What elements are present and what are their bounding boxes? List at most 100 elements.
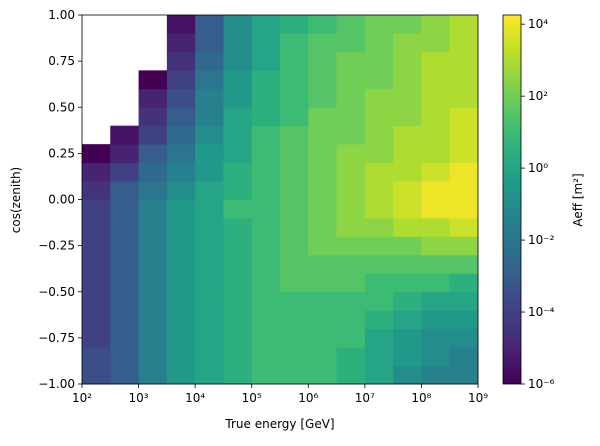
heatmap-cell — [138, 107, 168, 127]
heatmap-cell — [166, 33, 196, 53]
heatmap-cell — [449, 365, 479, 385]
heatmap-cell — [364, 51, 394, 71]
heatmap-cell — [280, 347, 309, 366]
heatmap-cell — [421, 181, 451, 200]
heatmap-cell — [308, 365, 337, 385]
heatmap-cell — [449, 162, 479, 182]
heatmap-cell — [251, 273, 281, 293]
heatmap-cell — [138, 365, 168, 385]
heatmap-cell — [251, 107, 281, 127]
colorbar-tick-label: 10⁰ — [528, 161, 548, 175]
colorbar-tick-label: 10² — [528, 89, 548, 103]
heatmap-cell — [280, 365, 309, 385]
heatmap-cell — [280, 125, 309, 145]
heatmap-cell — [195, 236, 224, 256]
heatmap-cell — [449, 51, 479, 71]
heatmap-cell — [364, 310, 394, 330]
heatmap-cell — [138, 291, 168, 311]
heatmap-cell — [280, 51, 309, 71]
heatmap-cell — [195, 199, 224, 219]
heatmap-cell — [166, 291, 196, 311]
heatmap-cell — [195, 291, 224, 311]
heatmap-cell — [166, 328, 196, 348]
heatmap-cell — [280, 273, 309, 293]
heatmap-cell — [336, 33, 366, 53]
y-tick-label: 1.00 — [48, 8, 75, 22]
heatmap-cell — [166, 273, 196, 293]
heatmap-cell — [393, 107, 422, 127]
heatmap-cell — [82, 236, 111, 256]
heatmap-cell — [393, 125, 422, 145]
heatmap-cell — [195, 162, 224, 182]
heatmap-cell — [364, 365, 394, 385]
heatmap-cell — [280, 254, 309, 274]
heatmap-cell — [110, 273, 139, 293]
heatmap-cell — [251, 291, 281, 311]
heatmap-cell — [449, 70, 479, 90]
heatmap-cell — [195, 254, 224, 274]
heatmap-cell — [364, 33, 394, 53]
heatmap-cell — [82, 162, 111, 182]
heatmap-cell — [166, 15, 196, 34]
heatmap-cell — [138, 70, 168, 90]
heatmap-cell — [195, 144, 224, 163]
heatmap-cell — [138, 144, 168, 163]
heatmap-cell — [110, 236, 139, 256]
y-tick-label: −0.75 — [38, 331, 75, 345]
heatmap-cell — [82, 365, 111, 385]
heatmap-cell — [364, 236, 394, 256]
heatmap-cell — [393, 199, 422, 219]
heatmap-cell — [280, 70, 309, 90]
heatmap-cell — [280, 328, 309, 348]
heatmap-cell — [223, 199, 253, 219]
heatmap-cell — [110, 365, 139, 385]
y-tick-label: −0.50 — [38, 285, 75, 299]
heatmap-cell — [308, 144, 337, 163]
y-tick-label: 0.25 — [48, 146, 75, 160]
heatmap-cell — [82, 199, 111, 219]
heatmap-cell — [421, 125, 451, 145]
heatmap-cell — [308, 70, 337, 90]
heatmap-cell — [223, 107, 253, 127]
heatmap-cell — [421, 15, 451, 34]
colorbar-tick-label: 10⁻⁴ — [528, 305, 555, 319]
heatmap-cell — [449, 217, 479, 237]
heatmap-cell — [393, 33, 422, 53]
heatmap-cell — [449, 144, 479, 163]
heatmap-cell — [195, 310, 224, 330]
y-tick-label: 0.50 — [48, 100, 75, 114]
heatmap-cell — [308, 291, 337, 311]
heatmap-cell — [223, 217, 253, 237]
heatmap-cell — [223, 328, 253, 348]
heatmap-cell — [336, 144, 366, 163]
heatmap-cell — [138, 310, 168, 330]
heatmap-cell — [166, 254, 196, 274]
heatmap-cell — [223, 310, 253, 330]
heatmap-cell — [421, 107, 451, 127]
heatmap-cell — [110, 328, 139, 348]
heatmap-cell — [364, 273, 394, 293]
heatmap-cell — [195, 51, 224, 71]
heatmap-cell — [364, 217, 394, 237]
heatmap-cell — [166, 70, 196, 90]
heatmap-cell — [449, 107, 479, 127]
heatmap-cell — [110, 181, 139, 200]
heatmap-cell — [364, 70, 394, 90]
heatmap-cell — [449, 88, 479, 108]
x-tick-label: 10² — [72, 391, 92, 405]
heatmap-cell — [308, 217, 337, 237]
heatmap-cell — [138, 125, 168, 145]
heatmap-cell — [364, 15, 394, 34]
heatmap-cell — [308, 125, 337, 145]
heatmap-cell — [223, 51, 253, 71]
x-tick-label: 10⁹ — [468, 391, 488, 405]
heatmap-cell — [251, 310, 281, 330]
heatmap-cell — [251, 347, 281, 366]
heatmap-cell — [308, 51, 337, 71]
heatmap-cell — [223, 33, 253, 53]
heatmap-cell — [421, 33, 451, 53]
heatmap-cell — [280, 291, 309, 311]
heatmap-cell — [166, 107, 196, 127]
heatmap-cell — [336, 365, 366, 385]
heatmap-cell — [308, 310, 337, 330]
